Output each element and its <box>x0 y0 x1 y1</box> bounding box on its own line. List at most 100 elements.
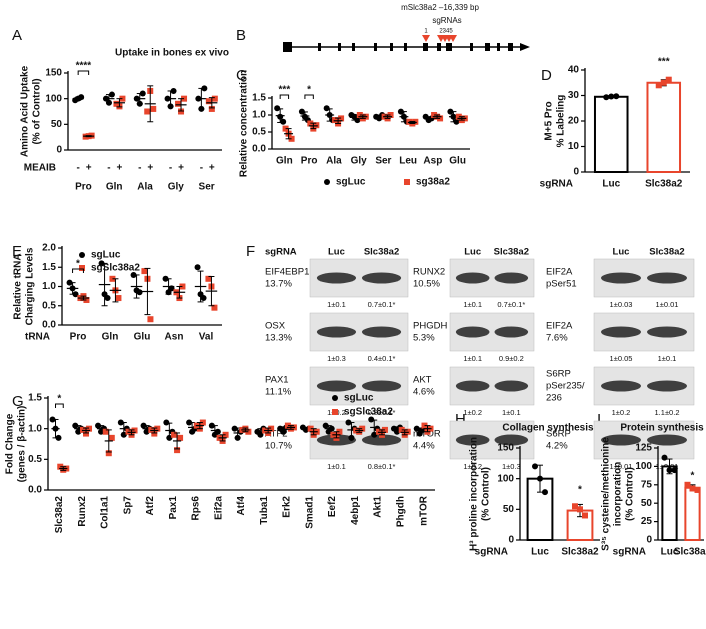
exon <box>283 42 292 52</box>
blot-band <box>601 272 641 284</box>
blot-band <box>361 380 402 392</box>
sgrna-label: sgRNAs <box>432 16 461 25</box>
data-point <box>80 426 87 433</box>
panel-letter: E <box>12 243 22 260</box>
exons <box>318 43 513 51</box>
blot-label: S6RP <box>546 429 571 440</box>
x-tick-label: Pro <box>75 182 92 193</box>
y-axis-label: (% Control) <box>625 467 636 521</box>
y-tick-label: 0.0 <box>28 485 42 496</box>
y-tick-label: 0.5 <box>252 127 266 138</box>
data-point <box>175 100 182 107</box>
lane-label: Luc <box>613 247 630 258</box>
data-point <box>608 93 615 100</box>
blot-band <box>316 272 357 284</box>
blot-quant: 1±0.2 <box>463 462 482 471</box>
data-point <box>148 426 155 433</box>
series-label: + <box>86 163 92 174</box>
chart-title: Uptake in bones ex vivo <box>115 48 229 59</box>
data-point <box>684 481 691 488</box>
y-tick-label: 0.0 <box>42 320 56 331</box>
legend-label: sgLuc <box>91 250 121 261</box>
blot-band <box>494 272 529 284</box>
y-axis-label: Relative concentration <box>239 70 250 177</box>
data-point <box>86 425 93 432</box>
data-point <box>104 295 111 302</box>
bar <box>661 465 678 541</box>
blot-quant: 0.7±0.1* <box>497 300 525 309</box>
panel-letter: H <box>455 411 466 428</box>
data-point <box>131 427 138 434</box>
blot-label: AKT <box>413 375 432 386</box>
data-point <box>178 108 185 115</box>
data-point <box>368 416 375 423</box>
legend-label: sg38a2 <box>416 177 450 188</box>
data-point <box>660 79 667 86</box>
series-label: - <box>76 163 79 174</box>
blot-band <box>361 434 402 446</box>
blot-band <box>647 272 687 284</box>
x-tick-label: 4ebp1 <box>350 496 361 525</box>
y-tick-label: 20 <box>568 116 580 127</box>
blot-label: 4.4% <box>413 441 435 452</box>
blot-label: 13.7% <box>265 279 292 290</box>
data-point <box>154 425 161 432</box>
blot-label: 13.3% <box>265 333 292 344</box>
y-tick-label: 50 <box>51 119 63 130</box>
legend-marker <box>332 395 338 401</box>
blot-band <box>601 326 641 338</box>
blot-quant: 0.4±0.1* <box>368 354 396 363</box>
blot-quant: 1±0.1 <box>327 300 346 309</box>
significance-label: * <box>76 259 80 270</box>
x-tick-label: Pro <box>70 332 87 343</box>
significance-label: **** <box>76 61 92 72</box>
blot-label: 4.6% <box>413 387 435 398</box>
y-tick-label: 30 <box>568 90 580 101</box>
data-point <box>231 425 238 432</box>
panel-letter: A <box>12 27 22 44</box>
blot-band <box>601 380 641 392</box>
blot-quant: 1±0.3 <box>327 354 346 363</box>
y-axis-label: % Labeling <box>556 95 567 148</box>
data-point <box>205 98 212 105</box>
blot-quant: 0.9±0.2 <box>499 354 524 363</box>
sgrna-id: 1 <box>424 29 428 35</box>
x-tick-label: Slc38a2 <box>54 496 65 534</box>
significance-bracket <box>279 94 290 99</box>
panel-letter: D <box>541 67 552 84</box>
blot-quant: 1.1±0.2 <box>655 408 680 417</box>
data-point <box>613 93 620 100</box>
data-point <box>174 447 181 454</box>
gene-title: mSlc38a2 –16,339 bp <box>401 3 479 12</box>
data-point <box>404 428 411 435</box>
data-point <box>150 105 157 112</box>
x-axis-label: sgRNA <box>540 179 573 190</box>
y-tick-label: 0 <box>56 145 62 156</box>
y-axis-label: (genes / β-actin) <box>17 406 28 483</box>
blot-label: EIF4EBP1 <box>265 267 309 278</box>
data-point <box>211 95 218 102</box>
x-tick-label: Pax1 <box>168 496 179 520</box>
x-tick-label: Gly <box>168 182 185 193</box>
x-tick-label: Glu <box>449 156 466 167</box>
y-tick-label: 0.5 <box>42 300 56 311</box>
x-tick-label: Runx2 <box>77 496 88 527</box>
data-point <box>542 489 548 496</box>
gene-arrow <box>520 43 530 51</box>
blot-band <box>494 326 529 338</box>
panel-letter: C <box>236 67 247 84</box>
blot-band <box>647 380 687 392</box>
data-point <box>332 117 339 124</box>
data-point <box>144 108 151 115</box>
y-tick-label: 1.0 <box>28 423 42 434</box>
x-tick-label: Gly <box>351 156 368 167</box>
gene-diagram: mSlc38a2 –16,339 bp sgRNAs 1 2345 <box>283 3 530 52</box>
x-tick-label: Pro <box>301 156 318 167</box>
blot-label: ATF2 <box>265 429 288 440</box>
x-tick-label: Slc38a2 <box>561 547 599 558</box>
blot-quant: 1±0.1 <box>463 300 482 309</box>
blot-label: 4.2% <box>546 441 568 452</box>
x-tick-label: Col1a1 <box>100 496 111 529</box>
legend-marker <box>79 265 85 271</box>
blot-quant: 1±0.05 <box>610 354 633 363</box>
